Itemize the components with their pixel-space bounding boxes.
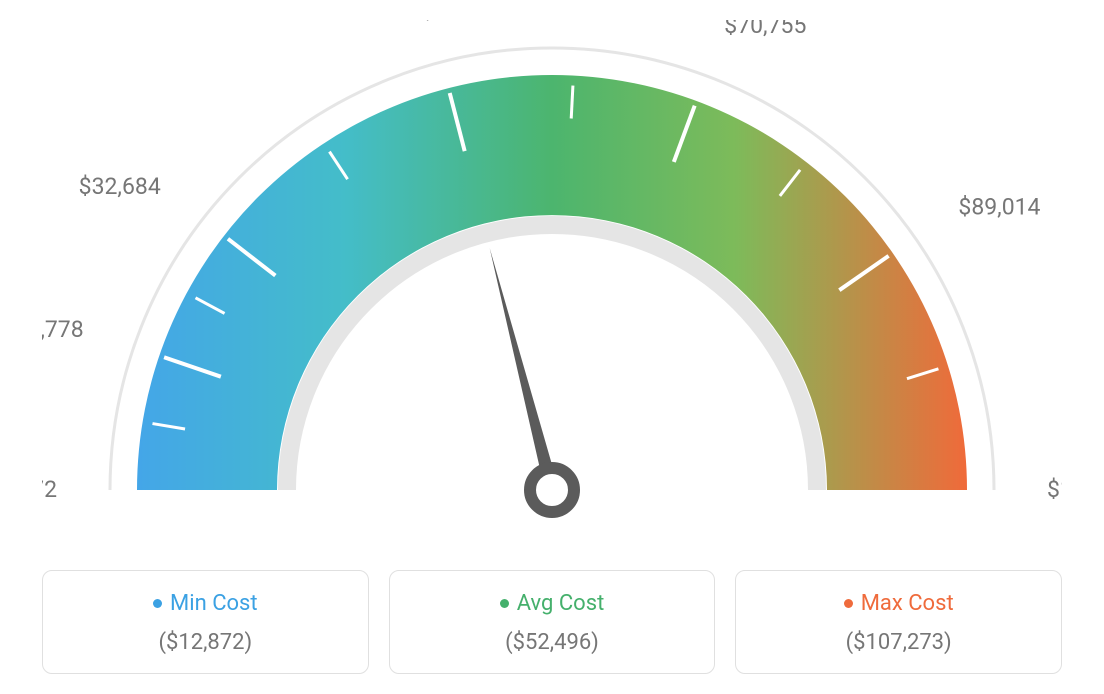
avg-cost-card: Avg Cost ($52,496) — [389, 570, 716, 674]
gauge-needle — [490, 248, 559, 492]
min-dot-icon — [153, 599, 162, 608]
max-cost-label: Max Cost — [861, 591, 954, 616]
max-cost-card: Max Cost ($107,273) — [735, 570, 1062, 674]
avg-cost-title: Avg Cost — [500, 591, 605, 616]
gauge-scale-label: $89,014 — [958, 193, 1040, 220]
gauge-svg: $12,872 $22,778 $32,684 $52,496 $70,755 $89,0… — [42, 20, 1062, 540]
min-cost-value: ($12,872) — [53, 630, 358, 655]
avg-dot-icon — [500, 599, 509, 608]
gauge-band — [137, 75, 967, 490]
gauge-scale-label: $22,778 — [42, 316, 84, 343]
gauge-scale-label: $107,273 — [1047, 476, 1062, 503]
max-cost-title: Max Cost — [844, 591, 954, 616]
max-cost-value: ($107,273) — [746, 630, 1051, 655]
summary-row: Min Cost ($12,872) Avg Cost ($52,496) Ma… — [42, 570, 1062, 674]
gauge-needle-base — [530, 468, 574, 512]
gauge-scale-label: $12,872 — [42, 476, 57, 503]
max-dot-icon — [844, 599, 853, 608]
gauge-chart: $12,872 $22,778 $32,684 $52,496 $70,755 $89,0… — [42, 20, 1062, 674]
gauge-scale-label: $52,496 — [387, 20, 469, 24]
avg-cost-label: Avg Cost — [517, 591, 605, 616]
min-cost-label: Min Cost — [170, 591, 258, 616]
gauge-scale-label: $32,684 — [79, 173, 161, 200]
min-cost-card: Min Cost ($12,872) — [42, 570, 369, 674]
gauge-scale-label: $70,755 — [724, 20, 806, 39]
avg-cost-value: ($52,496) — [400, 630, 705, 655]
min-cost-title: Min Cost — [153, 591, 258, 616]
